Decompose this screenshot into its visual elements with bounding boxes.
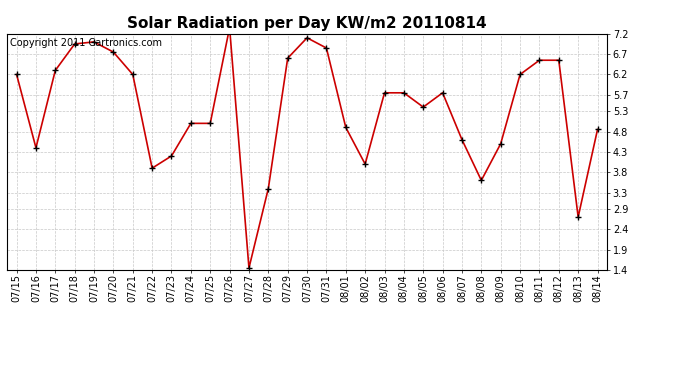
Text: Copyright 2011 Cartronics.com: Copyright 2011 Cartronics.com [10,39,162,48]
Title: Solar Radiation per Day KW/m2 20110814: Solar Radiation per Day KW/m2 20110814 [127,16,487,31]
